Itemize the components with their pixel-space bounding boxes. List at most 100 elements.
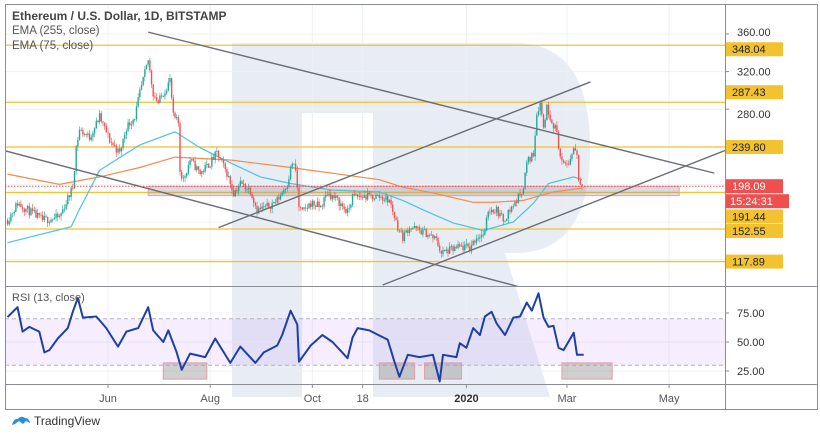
candle xyxy=(353,189,355,197)
trend-line[interactable] xyxy=(382,140,752,286)
level-price-label[interactable]: 239.80 xyxy=(726,139,783,154)
candle xyxy=(544,118,546,129)
trend-line[interactable] xyxy=(148,31,715,174)
candle xyxy=(154,92,156,99)
candle xyxy=(385,192,387,203)
candle xyxy=(521,193,523,199)
candle xyxy=(10,212,12,224)
candle xyxy=(325,190,327,202)
level-price-label[interactable]: 348.04 xyxy=(726,42,783,57)
candle xyxy=(546,103,548,121)
candle xyxy=(534,130,536,161)
chart-frame xyxy=(5,4,818,410)
candle xyxy=(532,150,535,158)
candle xyxy=(375,193,377,200)
candle xyxy=(547,101,550,119)
candle xyxy=(581,183,583,191)
candle xyxy=(197,166,200,174)
candle xyxy=(492,209,494,215)
support-zone[interactable] xyxy=(147,185,680,197)
candle xyxy=(410,227,412,232)
level-price-label[interactable]: 152.55 xyxy=(726,224,783,239)
legend-ema-255[interactable]: EMA (255, close) xyxy=(12,25,100,37)
candle xyxy=(309,200,312,210)
candle xyxy=(187,161,190,175)
candle xyxy=(170,77,173,100)
candle xyxy=(202,169,205,175)
candle xyxy=(460,242,463,247)
trend-line[interactable] xyxy=(1,150,530,290)
candle xyxy=(566,160,568,168)
candle xyxy=(95,117,97,130)
y-tick-label: 320.00 xyxy=(737,67,771,79)
candle xyxy=(35,207,37,218)
candle xyxy=(387,195,389,206)
candle xyxy=(77,136,79,151)
candle xyxy=(577,154,580,182)
tradingview-logo-icon xyxy=(12,416,30,425)
trend-line[interactable] xyxy=(218,81,591,229)
candle xyxy=(526,159,528,177)
x-tick-label: May xyxy=(659,393,680,405)
candle xyxy=(83,132,86,137)
level-price-label[interactable]: 117.89 xyxy=(726,254,783,269)
candle xyxy=(438,242,441,254)
candles xyxy=(6,57,583,258)
last-price-text: 198.09 xyxy=(732,181,766,193)
candle xyxy=(529,156,531,164)
candle xyxy=(507,209,510,224)
candle xyxy=(475,234,478,246)
candle xyxy=(90,134,92,142)
candle xyxy=(175,114,178,121)
candle xyxy=(383,197,386,203)
candle xyxy=(274,198,277,205)
candle xyxy=(45,213,47,218)
candle xyxy=(129,118,131,130)
candle xyxy=(105,123,108,133)
x-tick-label: Aug xyxy=(200,393,220,405)
candle xyxy=(102,121,104,127)
candle xyxy=(11,212,14,218)
rsi-oversold-box[interactable] xyxy=(561,362,613,380)
candle xyxy=(269,207,272,214)
legend-ema-75[interactable]: EMA (75, close) xyxy=(12,40,94,52)
candle xyxy=(199,169,201,176)
candle xyxy=(459,242,461,248)
rsi-oversold-box[interactable] xyxy=(424,362,462,380)
candle xyxy=(403,229,406,243)
candle xyxy=(284,188,287,194)
candle xyxy=(251,192,253,200)
candle xyxy=(62,204,64,214)
candle xyxy=(318,198,320,212)
rsi-pane[interactable] xyxy=(5,292,725,383)
candle xyxy=(15,201,17,213)
candle xyxy=(510,205,513,214)
candle xyxy=(108,132,111,145)
level-price-label[interactable]: 191.44 xyxy=(726,209,783,224)
level-price-text: 117.89 xyxy=(732,257,765,269)
candle xyxy=(273,201,275,204)
candle xyxy=(539,100,541,116)
level-price-label[interactable]: 287.43 xyxy=(726,85,783,100)
price-pane[interactable] xyxy=(1,31,752,290)
candle xyxy=(246,186,248,193)
candle xyxy=(430,230,432,236)
candle xyxy=(382,194,384,205)
tradingview-brand[interactable]: TradingView xyxy=(12,414,100,428)
candle xyxy=(147,60,149,67)
candle xyxy=(355,192,357,196)
candle xyxy=(207,163,210,168)
candle xyxy=(139,87,141,101)
candle xyxy=(192,158,195,163)
candle xyxy=(482,230,484,239)
candle xyxy=(53,213,56,220)
candle xyxy=(50,217,52,223)
candle xyxy=(36,209,39,220)
candle xyxy=(41,211,44,223)
candle xyxy=(572,146,575,155)
candle xyxy=(214,150,216,164)
candle xyxy=(186,172,188,179)
candle xyxy=(276,195,278,205)
candle xyxy=(579,177,582,186)
